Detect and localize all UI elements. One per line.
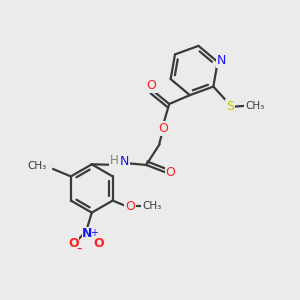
Text: O: O bbox=[125, 200, 135, 213]
Text: CH₃: CH₃ bbox=[245, 101, 264, 111]
Text: N: N bbox=[217, 54, 226, 67]
Text: O: O bbox=[68, 237, 79, 250]
Text: S: S bbox=[226, 100, 234, 113]
Text: CH₃: CH₃ bbox=[142, 201, 161, 212]
Text: N: N bbox=[82, 227, 92, 240]
Text: O: O bbox=[166, 167, 176, 179]
Text: CH₃: CH₃ bbox=[28, 161, 47, 171]
Text: N: N bbox=[119, 155, 129, 169]
Text: +: + bbox=[90, 228, 98, 238]
Text: H: H bbox=[110, 154, 119, 167]
Text: O: O bbox=[158, 122, 168, 135]
Text: O: O bbox=[93, 237, 104, 250]
Text: O: O bbox=[147, 79, 157, 92]
Text: -: - bbox=[76, 241, 82, 256]
